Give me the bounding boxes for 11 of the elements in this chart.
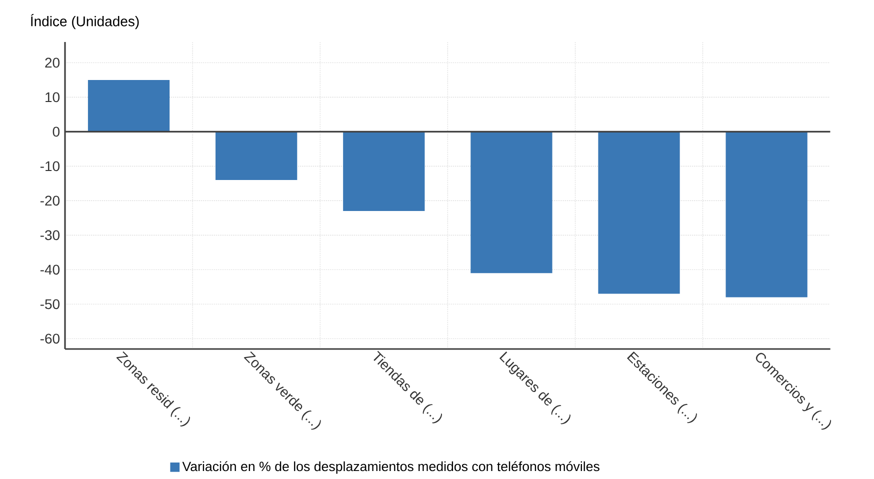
y-tick-label: 10 <box>46 92 60 102</box>
y-tick-label: 0 <box>52 126 60 137</box>
y-tick-label: -40 <box>40 264 60 275</box>
y-tick-label: -30 <box>40 230 60 240</box>
y-axis-title: Índice (Unidades) <box>30 14 139 30</box>
y-tick-label: -20 <box>40 196 60 206</box>
y-tick-label: 20 <box>45 58 60 68</box>
y-tick-label: -60 <box>40 334 60 344</box>
y-tick-label: -10 <box>40 161 60 172</box>
legend-label: Variación en % de los desplazamientos medidos con teléfonos móviles <box>182 461 600 474</box>
y-tick-label: -50 <box>40 299 60 310</box>
